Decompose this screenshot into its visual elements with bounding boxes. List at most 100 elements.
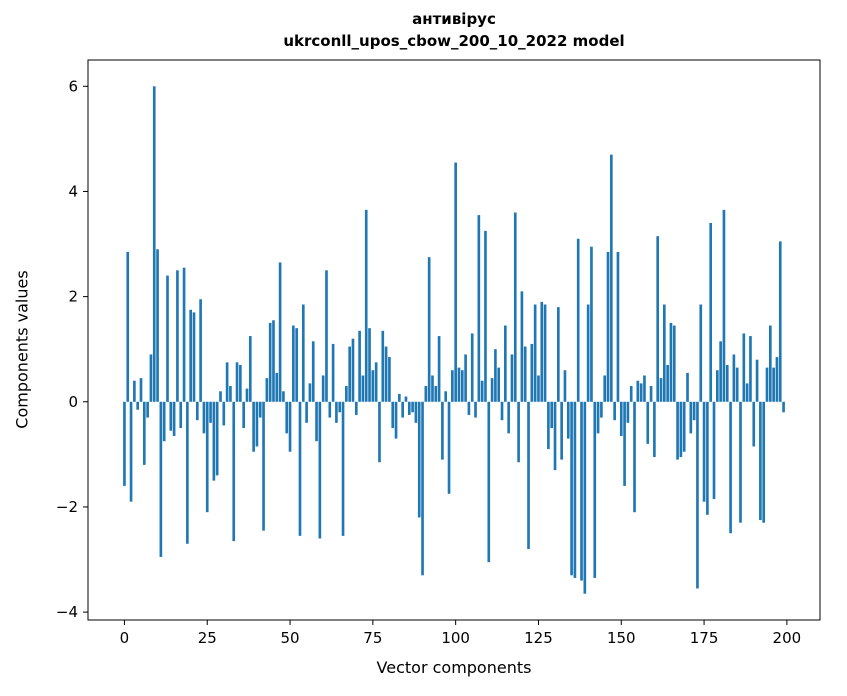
bar (639, 383, 643, 402)
bar (364, 209, 368, 402)
bar (692, 401, 696, 421)
bar (537, 375, 540, 402)
bar (626, 401, 630, 423)
bar (351, 338, 355, 402)
bar (590, 246, 593, 402)
bar (543, 304, 547, 402)
x-axis-label: Vector components (376, 658, 532, 677)
bar (388, 357, 391, 402)
bar (772, 367, 775, 402)
bar (212, 401, 216, 481)
bar (616, 251, 620, 402)
bar (219, 391, 222, 402)
bar (229, 386, 232, 402)
bar (262, 401, 265, 531)
bar (421, 401, 424, 576)
y-tick-label: 6 (68, 77, 78, 95)
bar (123, 401, 126, 486)
chart-title-model: ukrconll_upos_cbow_200_10_2022 model (283, 32, 625, 50)
bar (520, 291, 524, 402)
bar (696, 401, 699, 589)
bar (752, 401, 756, 447)
bar (470, 333, 474, 402)
bar (533, 304, 537, 402)
x-tick-label: 125 (524, 629, 553, 647)
y-tick-label: 2 (68, 288, 78, 306)
bar (305, 401, 308, 423)
bar (142, 401, 146, 465)
bar (282, 391, 285, 402)
y-tick-label: 4 (68, 182, 78, 200)
bar (659, 378, 663, 402)
bar (139, 378, 143, 402)
bar (504, 325, 507, 402)
bar (725, 364, 729, 402)
bar (510, 354, 514, 402)
bar (600, 401, 603, 418)
bar (735, 367, 739, 402)
bar (745, 383, 749, 402)
bar (427, 257, 431, 402)
bar (527, 401, 530, 550)
bar (292, 325, 295, 402)
bar (232, 401, 236, 542)
bar (186, 401, 189, 544)
bar (606, 251, 610, 402)
bar (331, 343, 335, 402)
bar (629, 386, 633, 402)
bar (384, 346, 388, 402)
bar (716, 370, 719, 402)
bar (596, 401, 600, 434)
bar (682, 401, 686, 452)
bar (653, 401, 656, 457)
bar (361, 375, 365, 402)
bar (447, 401, 451, 494)
bar (550, 401, 554, 429)
bar (272, 320, 275, 402)
bar (583, 401, 587, 594)
bar (765, 367, 769, 402)
bar (643, 375, 646, 402)
bar (672, 325, 676, 402)
bar (467, 401, 471, 415)
bar (378, 401, 381, 463)
bar (444, 391, 448, 402)
bar (248, 336, 252, 402)
bar (341, 401, 345, 536)
bar (348, 346, 351, 402)
bar (179, 401, 183, 429)
bar (633, 401, 636, 513)
bar (441, 401, 444, 460)
bar (570, 401, 573, 576)
bar (166, 275, 169, 402)
bar (477, 215, 481, 402)
bar (762, 401, 766, 523)
axes-frame (87, 59, 821, 621)
bar (768, 325, 772, 402)
bar (129, 401, 133, 502)
bar (603, 375, 607, 402)
x-tick-label: 100 (441, 629, 470, 647)
bar (268, 322, 272, 402)
bar (749, 336, 752, 402)
bar (338, 401, 342, 413)
bar (494, 349, 497, 402)
bar (278, 262, 282, 402)
bar (424, 386, 428, 402)
bar (437, 336, 441, 402)
bar (222, 401, 226, 426)
bar (328, 401, 332, 418)
bar (474, 401, 477, 418)
x-tick-label: 75 (363, 629, 382, 647)
bar (199, 299, 202, 402)
bar (189, 309, 192, 402)
bar (517, 401, 520, 463)
bar (573, 401, 577, 578)
bar (679, 401, 683, 457)
bar (381, 330, 385, 402)
bar (156, 249, 159, 402)
bar (335, 401, 338, 423)
bar (540, 301, 544, 402)
bar (311, 341, 315, 402)
bar (497, 367, 501, 402)
